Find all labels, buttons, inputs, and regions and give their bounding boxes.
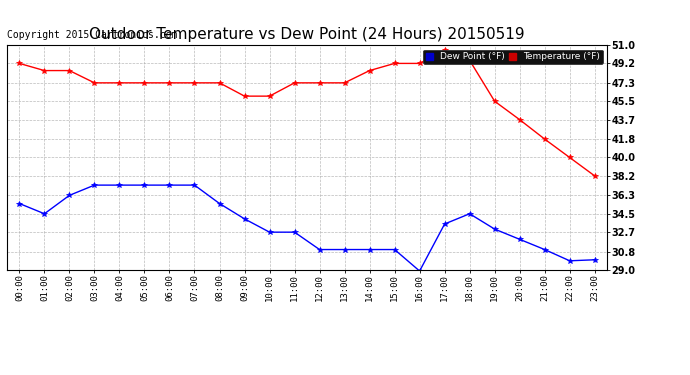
Legend: Dew Point (°F), Temperature (°F): Dew Point (°F), Temperature (°F)	[423, 50, 602, 64]
Title: Outdoor Temperature vs Dew Point (24 Hours) 20150519: Outdoor Temperature vs Dew Point (24 Hou…	[89, 27, 525, 42]
Text: Copyright 2015 Cartronics.com: Copyright 2015 Cartronics.com	[7, 30, 177, 40]
